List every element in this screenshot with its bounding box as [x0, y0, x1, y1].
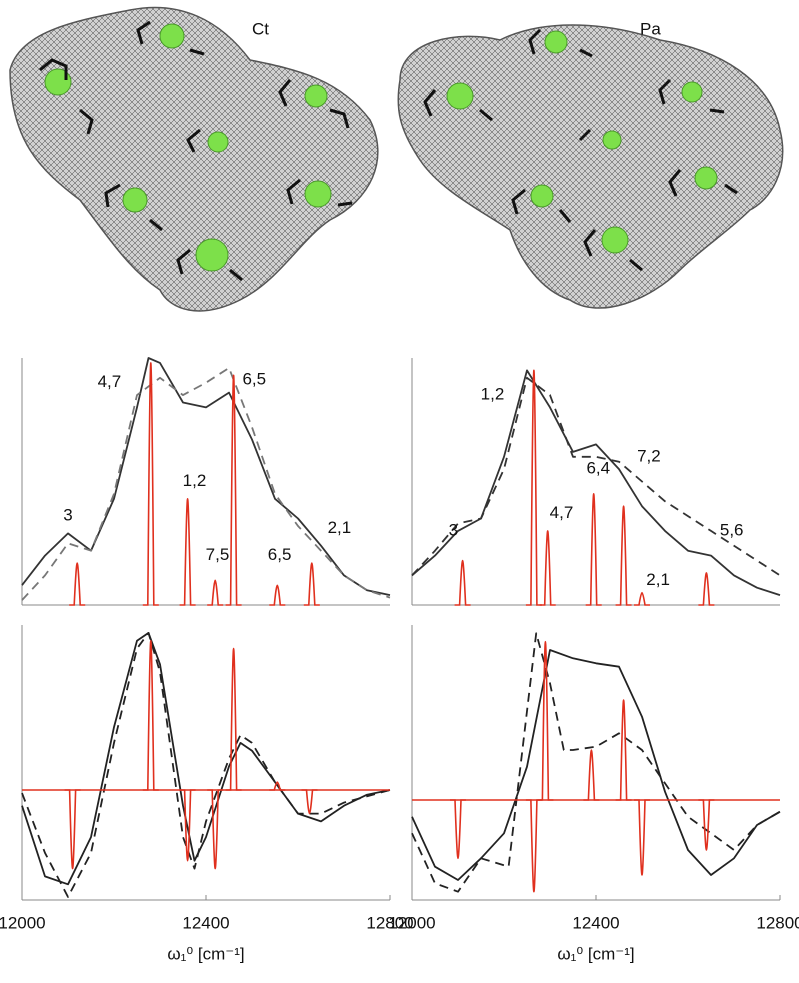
stick-peak [525, 799, 542, 893]
stick-peak [539, 530, 556, 606]
stick-peak [142, 362, 159, 606]
peak-label: 4,7 [98, 372, 122, 391]
stick-peak [179, 497, 196, 606]
peak-label: 3 [449, 520, 458, 539]
peak-label: 1,2 [183, 471, 207, 490]
stick-peak [207, 579, 224, 606]
stick-peak [615, 505, 632, 606]
curve [411, 369, 781, 596]
stick-peak [303, 562, 320, 606]
stick-peak [301, 789, 318, 815]
peak-label: 7,2 [637, 446, 661, 465]
peak-label: 2,1 [328, 518, 352, 537]
stick-peak [583, 749, 600, 801]
stick-peak [269, 584, 286, 606]
stick-peak [225, 647, 242, 791]
stick-peak [69, 562, 86, 606]
stick-peak [225, 374, 242, 606]
stick-peak [525, 369, 542, 606]
stick-peak [450, 799, 466, 860]
curve [21, 632, 391, 886]
x-tick-label: 12800 [756, 913, 799, 932]
x-axis-label: ω₁⁰ [cm⁻¹] [557, 944, 634, 963]
peak-label: 6,5 [268, 545, 292, 564]
x-tick-label: 12400 [572, 913, 619, 932]
stick-peak [634, 591, 650, 606]
stick-peak [454, 559, 471, 606]
structure-label: Ct [252, 19, 269, 38]
stick-peak [142, 639, 159, 791]
stick-peak [698, 572, 715, 606]
curve [21, 367, 391, 601]
x-tick-label: 12800 [366, 913, 413, 932]
curve [21, 357, 391, 596]
peak-label: 2,1 [646, 570, 670, 589]
peak-label: 6,4 [586, 459, 610, 478]
curve [411, 632, 781, 893]
structure-label: Pa [640, 19, 661, 38]
stick-peak [179, 789, 196, 862]
stick-peak [537, 640, 554, 801]
peak-label: 7,5 [206, 545, 230, 564]
peak-label: 3 [63, 506, 72, 525]
stick-peak [64, 789, 81, 870]
stick-peak [585, 493, 602, 606]
curve [411, 649, 781, 881]
x-axis-label: ω₁⁰ [cm⁻¹] [167, 944, 244, 963]
curve [21, 632, 391, 898]
stick-peak [698, 799, 715, 851]
x-tick-label: 12000 [0, 913, 46, 932]
stick-peak [207, 789, 224, 870]
ct-structure: Ct [9, 6, 379, 312]
x-tick-label: 12400 [182, 913, 229, 932]
peak-label: 4,7 [550, 503, 574, 522]
stick-peak [615, 699, 632, 801]
peak-label: 1,2 [481, 385, 505, 404]
peak-label: 5,6 [720, 520, 744, 539]
peak-label: 6,5 [242, 370, 266, 389]
pa-structure: Pa [397, 19, 784, 309]
stick-peak [634, 799, 650, 876]
x-tick-label: 12000 [388, 913, 435, 932]
stick-peak [269, 781, 286, 791]
